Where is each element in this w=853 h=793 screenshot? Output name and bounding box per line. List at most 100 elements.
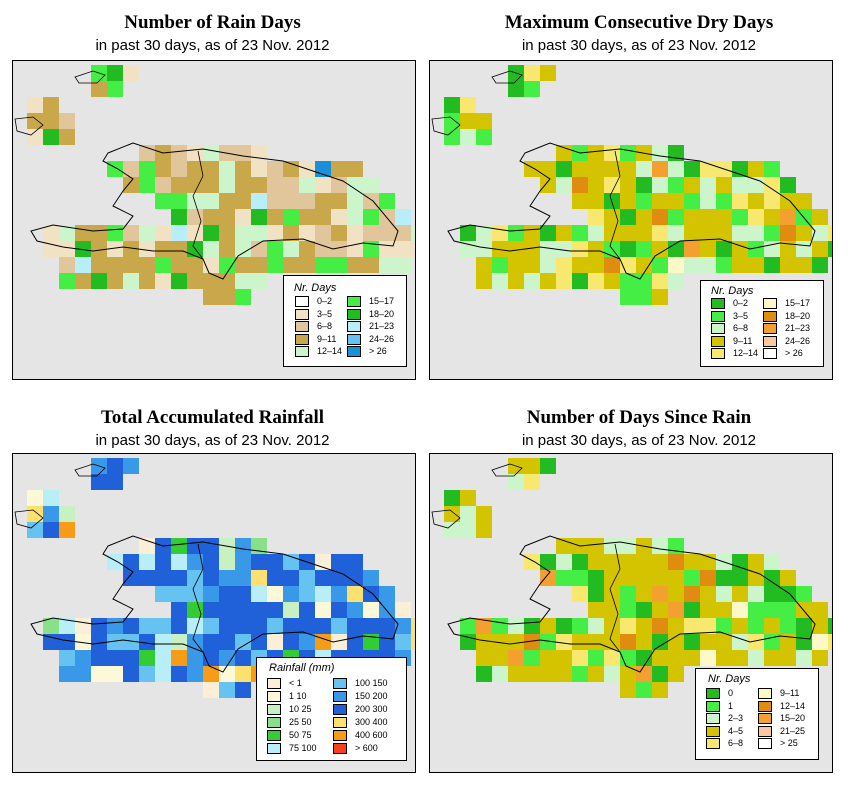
grid-cell [636,289,652,305]
legend-label: < 1 [289,678,302,688]
island-outline [447,142,816,280]
grid-cell [171,145,187,161]
small-islands [431,463,523,529]
grid-cell [363,618,379,634]
legend-swatch [758,713,772,724]
grid-cell [700,618,716,634]
grid-cell [251,177,267,193]
grid-cell [315,225,331,241]
grid-cell [203,634,219,650]
grid-cell [43,618,59,634]
grid-cell [700,177,716,193]
legend-swatch [706,725,720,737]
grid-cell [59,113,75,129]
panel-subtitle: in past 30 days, as of 23 Nov. 2012 [95,37,330,54]
grid-cell [812,225,828,241]
grid-cell [636,602,652,618]
grid-cell [219,602,235,618]
grid-cell [299,618,315,634]
grid-cell [171,602,187,618]
grid-cell [43,97,59,113]
legend-label: > 26 [785,348,803,358]
grid-cell [588,225,604,241]
legend-label: 15–17 [785,298,811,308]
grid-cell [460,490,476,506]
grid-cell [748,650,764,666]
legend-swatch [711,335,725,347]
grid-cell [363,225,379,241]
small-islands [14,463,106,529]
grid-cell [476,506,492,522]
grid-cell [780,618,796,634]
grid-cell [283,177,299,193]
grid-cell [684,570,700,586]
grid-cell [604,618,620,634]
grid-cell [796,193,812,209]
grid-cell [123,554,139,570]
legend-swatch [347,333,361,345]
map-frame [12,60,416,380]
grid-cell [331,634,347,650]
grid-cell [508,666,524,682]
grid-cell [203,289,219,305]
grid-cell [283,586,299,602]
grid-cell [604,177,620,193]
legend-label: 24–26 [785,335,811,346]
grid-cell [652,193,668,209]
grid-cell [716,241,732,257]
grid-cell [75,634,91,650]
legend-label: 9–11 [733,335,753,346]
grid-cell [636,570,652,586]
legend-swatch [758,700,772,712]
grid-cell [331,193,347,209]
grid-cell [187,177,203,193]
grid-cell [572,650,588,666]
grid-cell [700,209,716,225]
grid-cell [171,618,187,634]
grid-cell [27,522,43,538]
legend-title: Nr. Days [294,282,337,294]
grid-cell [460,522,476,538]
grid-cell [155,666,171,682]
grid-cell [59,241,75,257]
grid-cell [492,273,508,289]
grid-cell [331,257,347,273]
legend-label: 0–2 [733,298,749,308]
grid-cell [684,257,700,273]
grid-cell [620,161,636,177]
grid-cell [379,257,395,273]
legend-swatch [758,738,772,749]
grid-cell [508,225,524,241]
grid-cell [299,225,315,241]
grid-cell [572,241,588,257]
panel-subtitle: in past 30 days, as of 23 Nov. 2012 [95,432,330,449]
grid-cell [107,634,123,650]
grid-cell [668,570,684,586]
grid-cell [540,225,556,241]
grid-cell [235,273,251,289]
grid-cell [267,225,283,241]
grid-cell [460,618,476,634]
grid-cell [411,634,415,650]
grid-cell [588,634,604,650]
grid-cell [347,177,363,193]
grid-cell [267,602,283,618]
grid-cell [652,225,668,241]
grid-cell [572,666,588,682]
grid-cell [524,257,540,273]
legend-label: 0–2 [317,296,333,306]
grid-cell [283,209,299,225]
grid-cell [283,241,299,257]
grid-cell [748,554,764,570]
legend-swatch [711,310,725,322]
grid-cell [251,586,267,602]
grid-cell [716,225,732,241]
grid-cell [107,666,123,682]
grid-cell [331,209,347,225]
grid-cell [572,193,588,209]
grid-cell [652,650,668,666]
grid-cell [203,177,219,193]
legend-label: 12–14 [780,700,806,711]
grid-cell [476,634,492,650]
grid-cell [235,634,251,650]
